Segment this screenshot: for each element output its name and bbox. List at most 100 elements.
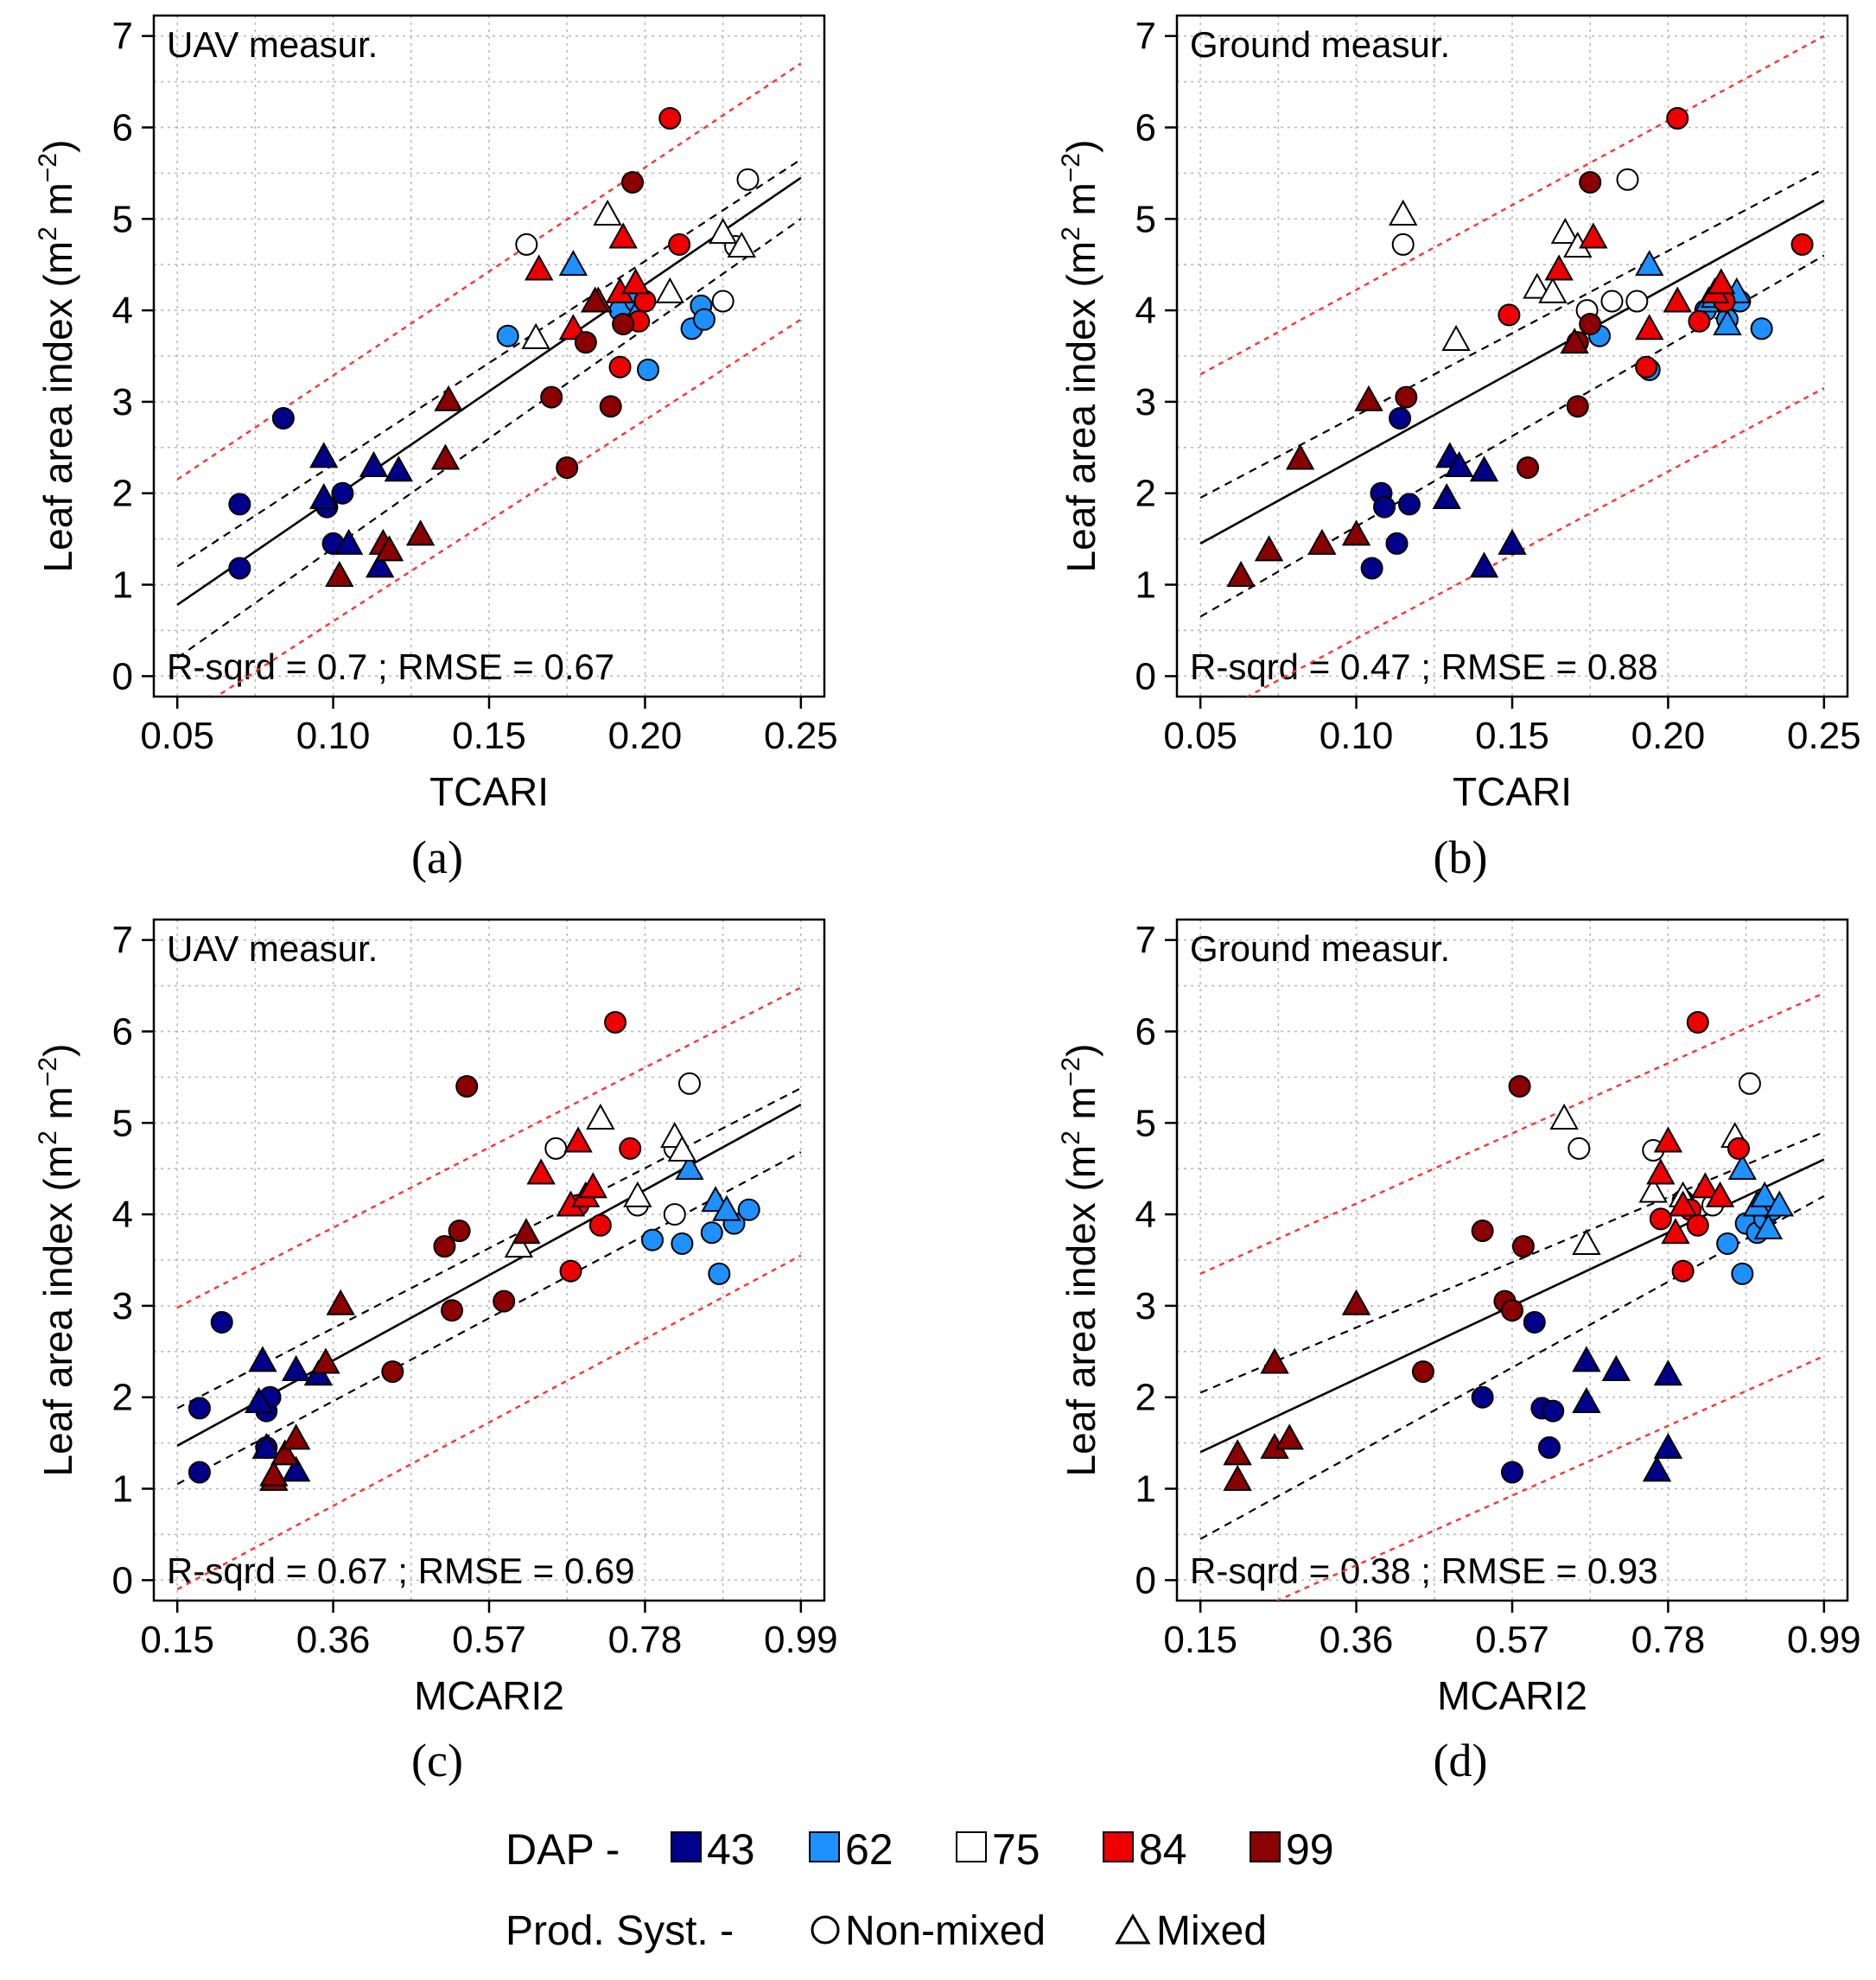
- point-circle-dap-99: [1511, 1235, 1535, 1258]
- point-triangle-dap-75: [1389, 199, 1418, 226]
- point-circle-dap-75: [711, 290, 735, 313]
- point-triangle-dap-75: [1523, 272, 1552, 299]
- point-circle-dap-62: [700, 1221, 723, 1245]
- grid-c: [154, 920, 824, 1601]
- point-triangle-dap-99: [1275, 1423, 1304, 1450]
- point-circle-dap-99: [448, 1219, 471, 1243]
- point-triangle-dap-99: [326, 1289, 355, 1315]
- y-tick-label: 7: [1135, 16, 1156, 58]
- point-triangle-dap-75: [655, 277, 684, 303]
- point-triangle-dap-99: [374, 535, 404, 562]
- legend-dap-label: DAP -: [506, 1825, 620, 1874]
- point-triangle-dap-99: [580, 286, 610, 313]
- point-circle-dap-99: [612, 312, 635, 335]
- point-circle-dap-62: [737, 1198, 760, 1221]
- grid-b: [1177, 16, 1847, 697]
- point-triangle-dap-99: [311, 1347, 340, 1374]
- legend-non-mixed-circle: [811, 1915, 840, 1945]
- point-circle-dap-62: [1716, 1232, 1739, 1255]
- point-triangle-dap-43: [1572, 1346, 1601, 1372]
- point-triangle-dap-75: [1572, 1228, 1601, 1255]
- point-circle-dap-84: [658, 106, 682, 130]
- point-triangle-dap-43: [281, 1354, 311, 1381]
- point-triangle-dap-62: [1713, 309, 1742, 335]
- confidence-upper-line: [176, 1087, 802, 1410]
- point-triangle-dap-99: [1226, 560, 1256, 587]
- legend-prod-label: Prod. Syst. -: [506, 1908, 734, 1954]
- points-a: [228, 106, 760, 587]
- point-circle-dap-99: [620, 170, 644, 194]
- point-circle-dap-75: [1616, 168, 1639, 191]
- point-triangle-dap-43: [1653, 1432, 1683, 1459]
- y-tick-label: 2: [1135, 473, 1156, 515]
- y-tick-label: 1: [1135, 564, 1156, 607]
- y-tick-label: 2: [112, 1377, 133, 1419]
- point-circle-dap-99: [1471, 1219, 1494, 1243]
- y-tick-label: 0: [1135, 655, 1156, 697]
- point-triangle-dap-75: [708, 218, 738, 245]
- point-triangle-dap-43: [366, 551, 395, 578]
- point-triangle-dap-43: [384, 455, 414, 482]
- point-circle-dap-75: [1568, 1136, 1591, 1160]
- point-circle-dap-99: [1395, 385, 1418, 409]
- panel-d: 0.15 0.36 0.57 0.78 0.99 0 1 2 3 4 5 6 7 MCARI2 Leaf a…: [1057, 918, 1861, 1786]
- legend-dap-62-swatch: [809, 1831, 840, 1862]
- point-triangle-dap-62: [558, 250, 588, 277]
- point-triangle-dap-75: [1549, 1103, 1579, 1130]
- point-triangle-dap-43: [244, 1386, 274, 1414]
- point-circle-dap-43: [188, 1461, 211, 1484]
- x-axis-title: MCARI2: [1437, 1673, 1587, 1718]
- y-tick-label: 7: [1135, 920, 1156, 962]
- point-triangle-dap-84: [1635, 314, 1664, 341]
- point-circle-dap-75: [515, 232, 538, 256]
- x-tick-label: 0.10: [296, 715, 371, 757]
- regression-lines-c: [176, 986, 802, 1590]
- point-triangle-dap-99: [259, 1460, 289, 1487]
- point-triangle-dap-75: [667, 1135, 697, 1162]
- point-circle-dap-75: [1738, 1072, 1761, 1095]
- point-circle-dap-99: [441, 1299, 464, 1322]
- point-triangle-dap-43: [1653, 1359, 1683, 1386]
- point-triangle-dap-99: [1223, 1439, 1252, 1466]
- point-triangle-dap-75: [521, 322, 550, 349]
- legend-mixed-triangle: [1115, 1913, 1151, 1945]
- y-tick-label: 2: [112, 473, 133, 515]
- point-circle-dap-75: [1391, 232, 1415, 256]
- x-tick-label: 0.57: [1475, 1619, 1549, 1661]
- point-circle-dap-84: [1727, 1136, 1751, 1160]
- point-triangle-dap-43: [359, 450, 389, 477]
- point-triangle-dap-75: [504, 1232, 534, 1258]
- point-triangle-dap-62: [1635, 250, 1664, 277]
- point-triangle-dap-43: [1469, 455, 1499, 482]
- x-tick-label: 0.05: [140, 715, 214, 757]
- point-circle-dap-84: [1688, 309, 1711, 333]
- y-tick-label: 4: [1135, 1194, 1156, 1236]
- y-tick-label: 3: [112, 1285, 133, 1327]
- point-circle-dap-84: [1790, 232, 1814, 256]
- point-triangle-dap-43: [281, 1455, 311, 1482]
- point-triangle-dap-99: [270, 1439, 300, 1466]
- point-circle-dap-75: [544, 1136, 568, 1160]
- panel-title: Ground measur.: [1190, 928, 1450, 969]
- prediction-upper-line: [176, 986, 802, 1309]
- point-circle-dap-84: [1666, 106, 1689, 130]
- point-circle-dap-84: [1686, 1010, 1709, 1034]
- point-triangle-dap-84: [563, 1126, 593, 1153]
- x-axis-title: TCARI: [1453, 769, 1572, 814]
- point-circle-dap-84: [668, 232, 691, 256]
- legend-non-mixed-label: Non-mixed: [845, 1908, 1046, 1954]
- point-circle-dap-62: [671, 1232, 694, 1255]
- confidence-upper-line: [1199, 1130, 1825, 1394]
- x-tick-label: 0.36: [296, 1619, 371, 1661]
- legend-dap-62-label: 62: [845, 1825, 893, 1874]
- point-triangle-dap-43: [1444, 450, 1474, 477]
- panels-layer: 0.05 0.10 0.15 0.20 0.25 0 1 2 3 4 5 6 7 TCARI Leaf ar…: [34, 14, 1861, 1786]
- confidence-upper-line: [1199, 168, 1825, 499]
- x-tick-label: 0.15: [452, 715, 526, 757]
- point-triangle-dap-43: [309, 442, 339, 468]
- point-triangle-dap-84: [1690, 1172, 1720, 1199]
- point-circle-dap-75: [736, 168, 760, 191]
- point-triangle-dap-99: [430, 443, 461, 470]
- point-circle-dap-43: [1360, 557, 1383, 580]
- confidence-lower-line: [176, 218, 802, 659]
